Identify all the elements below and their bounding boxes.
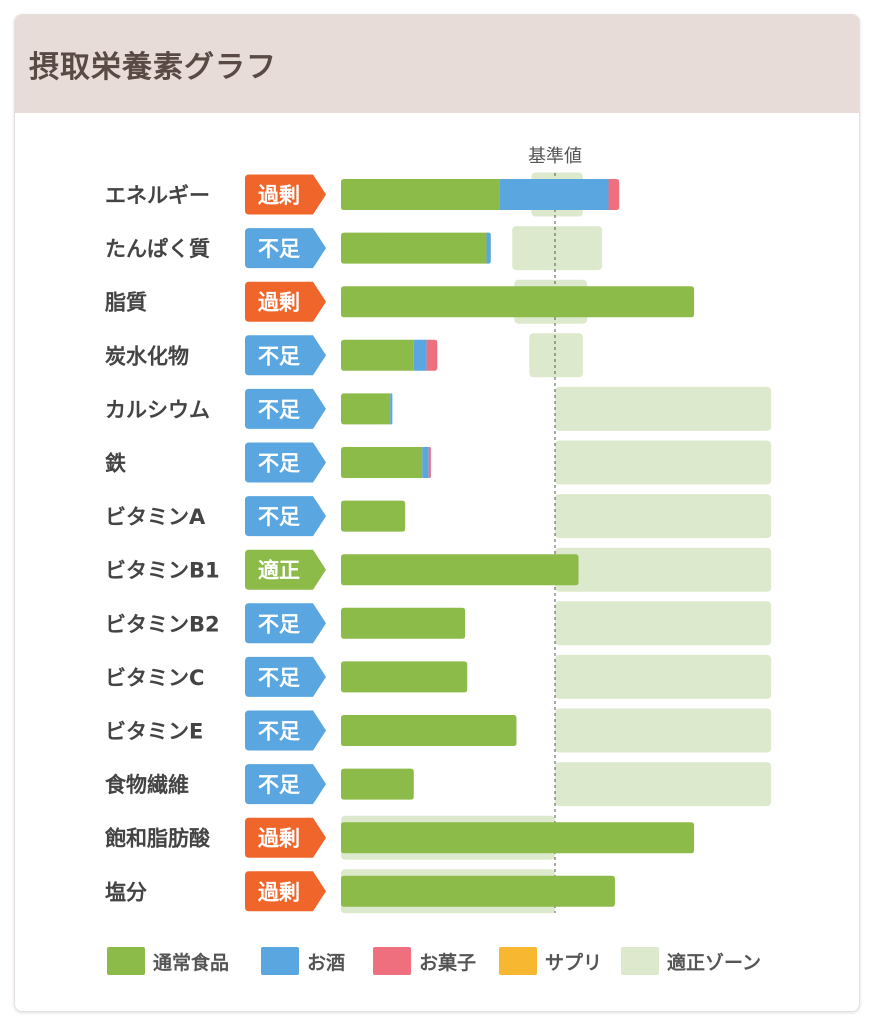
bar-food-row-11 bbox=[341, 715, 517, 746]
bar-alcohol-row-5 bbox=[390, 393, 393, 425]
bar-food-row-12 bbox=[341, 768, 414, 800]
bar-food-row-7 bbox=[341, 500, 406, 532]
status-badge-row-9 bbox=[245, 603, 326, 644]
optimal-zone-row-8 bbox=[555, 547, 772, 592]
status-badge-row-10 bbox=[245, 656, 326, 697]
legend-swatch-alcohol bbox=[261, 947, 299, 975]
category-label-row-10: ビタミンC bbox=[105, 666, 204, 690]
bar-food-row-1 bbox=[341, 179, 500, 210]
status-badge-label-row-14: 過剰 bbox=[258, 880, 300, 904]
bar-food-row-8 bbox=[341, 554, 579, 586]
status-badge-label-row-6: 不足 bbox=[258, 452, 300, 476]
card-header: 摂取栄養素グラフ bbox=[15, 15, 859, 113]
status-badge-label-row-10: 不足 bbox=[258, 666, 300, 690]
status-badge-row-11 bbox=[245, 710, 326, 751]
category-label-row-1: エネルギー bbox=[105, 184, 210, 208]
bar-food-row-4 bbox=[341, 339, 414, 371]
category-label-row-3: 脂質 bbox=[105, 291, 147, 315]
status-badge-row-3 bbox=[245, 281, 326, 322]
status-badge-label-row-13: 過剰 bbox=[258, 827, 300, 851]
status-badge-label-row-4: 不足 bbox=[258, 344, 300, 368]
bar-alcohol-row-4 bbox=[413, 339, 427, 371]
optimal-zone-row-9 bbox=[555, 601, 772, 646]
category-label-row-2: たんぱく質 bbox=[105, 237, 210, 261]
status-badge-row-7 bbox=[245, 496, 326, 537]
optimal-zone-row-2 bbox=[512, 226, 603, 271]
legend-label-zone: 適正ゾーン bbox=[667, 951, 761, 974]
legend-swatch-zone bbox=[621, 947, 659, 975]
legend-swatch-supplement bbox=[499, 947, 537, 975]
bar-food-row-13 bbox=[341, 822, 695, 854]
legend-label-alcohol: お酒 bbox=[307, 952, 345, 974]
status-badge-label-row-12: 不足 bbox=[258, 773, 300, 797]
optimal-zone-row-12 bbox=[555, 762, 772, 807]
bar-snacks-row-4 bbox=[426, 339, 438, 371]
bar-food-row-14 bbox=[341, 875, 615, 907]
category-label-row-13: 飽和脂肪酸 bbox=[104, 827, 211, 851]
status-badge-label-row-2: 不足 bbox=[258, 237, 300, 261]
bar-alcohol-row-2 bbox=[486, 232, 491, 264]
optimal-zone-row-10 bbox=[555, 654, 772, 699]
bar-food-row-2 bbox=[341, 232, 487, 264]
bar-alcohol-row-1 bbox=[499, 179, 609, 210]
status-badge-row-1 bbox=[245, 174, 326, 215]
status-badge-row-4 bbox=[245, 335, 326, 376]
bar-food-row-3 bbox=[341, 286, 695, 318]
card-title: 摂取栄養素グラフ bbox=[29, 50, 277, 85]
legend-label-supplement: サプリ bbox=[545, 951, 602, 974]
category-label-row-11: ビタミンE bbox=[105, 720, 203, 744]
bar-snacks-row-6 bbox=[428, 447, 431, 478]
status-badge-label-row-5: 不足 bbox=[258, 398, 300, 422]
nutrient-graph-card: 摂取栄養素グラフ 基準値 エネルギー 過剰 たんぱく質 不足 脂質 過剰 炭水化物 不足 カルシウ… bbox=[14, 14, 860, 1012]
bar-food-row-10 bbox=[341, 661, 468, 693]
status-badge-row-2 bbox=[245, 228, 326, 269]
status-badge-row-12 bbox=[245, 764, 326, 805]
optimal-zone-row-7 bbox=[555, 494, 772, 539]
optimal-zone-row-6 bbox=[555, 440, 772, 485]
bar-food-row-6 bbox=[341, 447, 423, 478]
legend-swatch-snacks bbox=[373, 947, 411, 975]
bar-food-row-5 bbox=[341, 393, 391, 425]
status-badge-label-row-9: 不足 bbox=[258, 612, 300, 636]
category-label-row-5: カルシウム bbox=[105, 398, 210, 422]
category-label-row-12: 食物繊維 bbox=[105, 773, 189, 797]
reference-line-label: 基準値 bbox=[528, 146, 582, 167]
optimal-zone-row-11 bbox=[555, 708, 772, 753]
bar-snacks-row-1 bbox=[608, 179, 620, 210]
status-badge-row-13 bbox=[245, 817, 326, 858]
category-label-row-8: ビタミンB1 bbox=[105, 559, 220, 583]
category-label-row-7: ビタミンA bbox=[105, 505, 206, 529]
status-badge-label-row-3: 過剰 bbox=[258, 291, 300, 315]
category-label-row-4: 炭水化物 bbox=[105, 344, 189, 368]
category-label-row-6: 鉄 bbox=[105, 452, 126, 476]
optimal-zone-row-4 bbox=[529, 333, 583, 378]
legend-label-food: 通常食品 bbox=[153, 951, 229, 974]
legend-swatch-food bbox=[107, 947, 145, 975]
status-badge-label-row-7: 不足 bbox=[258, 505, 300, 529]
status-badge-row-5 bbox=[245, 388, 326, 429]
category-label-row-14: 塩分 bbox=[105, 880, 147, 904]
optimal-zone-row-5 bbox=[555, 386, 772, 431]
bar-food-row-9 bbox=[341, 607, 466, 639]
status-badge-label-row-1: 過剰 bbox=[258, 184, 300, 208]
category-label-row-9: ビタミンB2 bbox=[105, 612, 220, 636]
legend-label-snacks: お菓子 bbox=[419, 951, 476, 974]
bar-alcohol-row-6 bbox=[422, 447, 429, 478]
status-badge-label-row-11: 不足 bbox=[258, 720, 300, 744]
status-badge-row-14 bbox=[245, 871, 326, 912]
status-badge-row-6 bbox=[245, 442, 326, 483]
status-badge-row-8 bbox=[245, 549, 326, 590]
status-badge-label-row-8: 適正 bbox=[258, 559, 300, 583]
